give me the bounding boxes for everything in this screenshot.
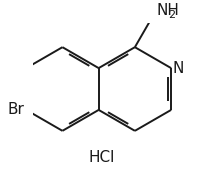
Text: 2: 2 bbox=[168, 10, 175, 20]
Text: HCl: HCl bbox=[88, 150, 115, 165]
Text: Br: Br bbox=[8, 102, 25, 117]
Text: N: N bbox=[173, 61, 184, 76]
Text: NH: NH bbox=[156, 3, 179, 18]
